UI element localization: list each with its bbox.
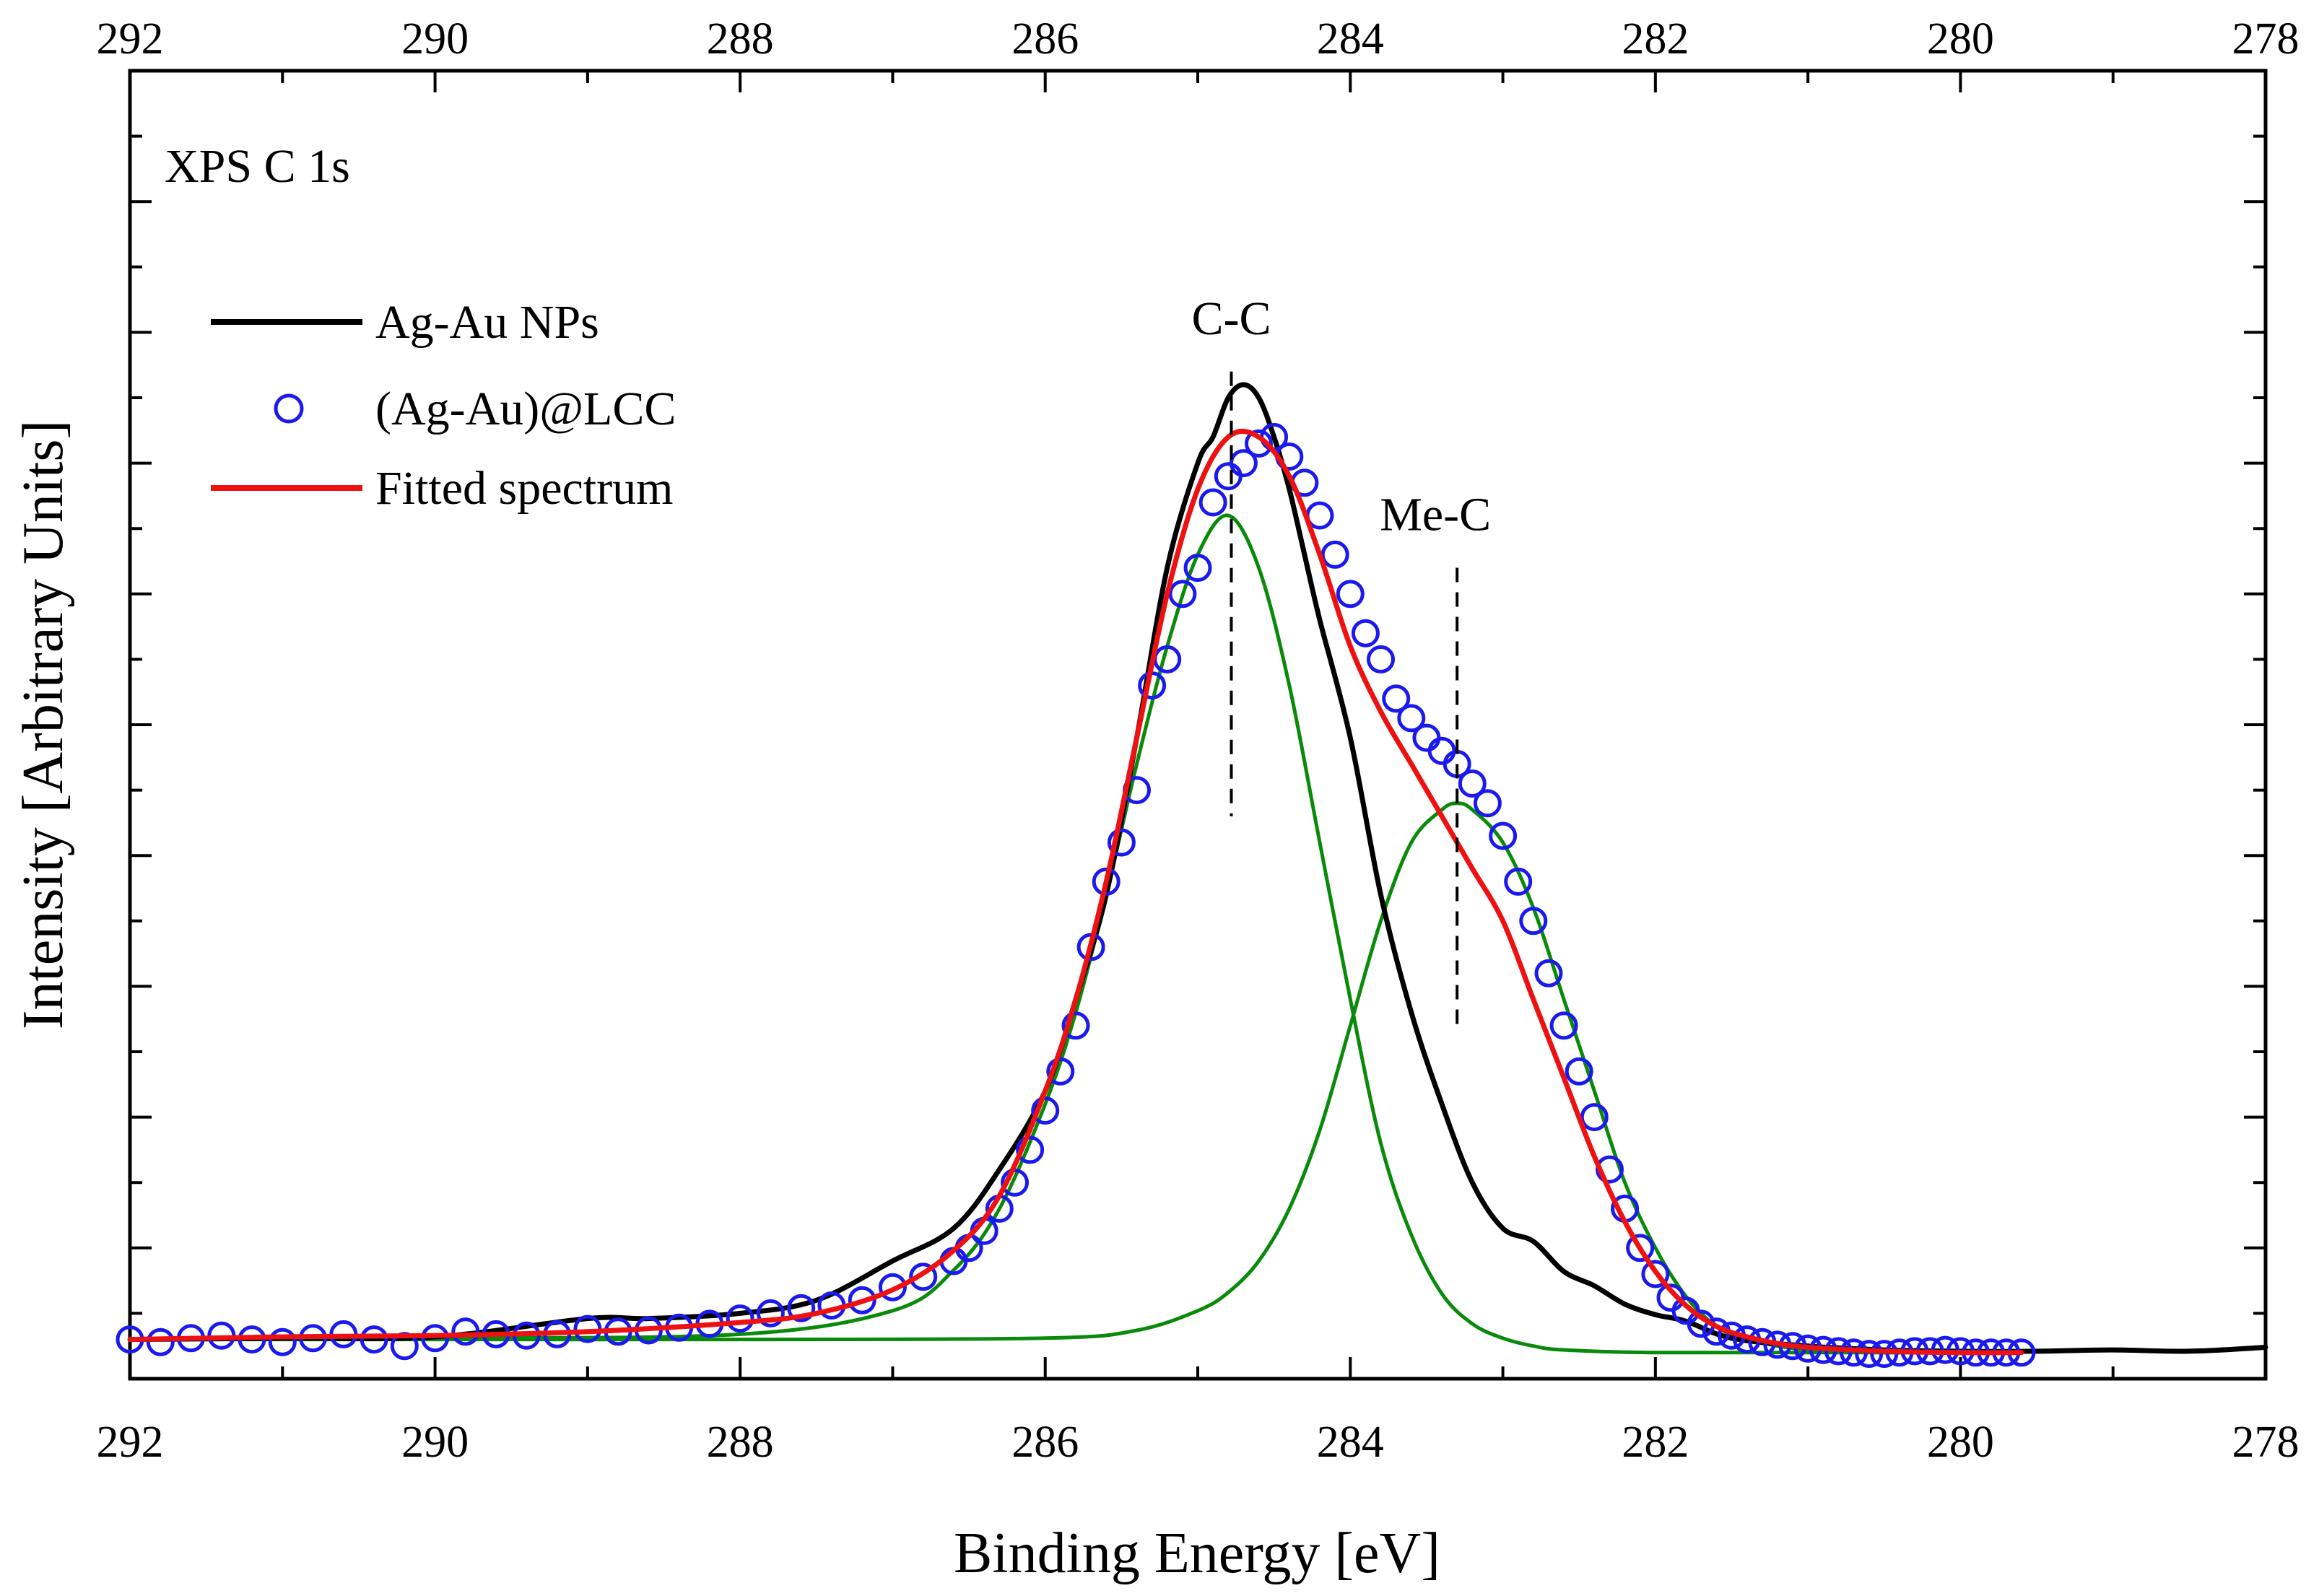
top-x-tick-label: 292 [97,14,164,64]
data-point-ag-au-lcc [1534,959,1563,987]
data-point-ag-au-lcc [756,1299,785,1327]
data-point-ag-au-lcc [1168,580,1197,609]
data-point-ag-au-lcc [848,1286,876,1314]
data-point-ag-au-lcc [1321,540,1349,569]
data-point-ag-au-lcc [1519,907,1548,936]
top-x-tick-label: 282 [1622,14,1689,64]
series-line-component_mec [128,801,2024,1355]
data-point-ag-au-lcc [1107,828,1136,857]
data-point-ag-au-lcc [1397,704,1426,733]
top-x-tick-label: 288 [707,14,774,64]
x-tick-label: 278 [2232,1418,2300,1467]
data-point-ag-au-lcc [451,1317,480,1346]
top-x-tick-label: 286 [1011,14,1079,64]
data-point-ag-au-lcc [1016,1135,1045,1164]
data-point-ag-au-lcc [1549,1011,1578,1040]
data-point-ag-au-lcc [1061,1011,1090,1040]
data-point-ag-au-lcc [878,1273,907,1301]
series-line-ag_au_nps [127,382,2268,1354]
plot-frame [128,69,2268,1381]
data-point-ag-au-lcc [1580,1103,1609,1132]
top-x-tick-label: 280 [1927,14,1994,64]
x-tick-label: 288 [707,1418,774,1467]
data-point-ag-au-lcc [787,1294,816,1322]
data-point-ag-au-lcc [909,1263,938,1291]
series-markers [116,422,2036,1369]
data-point-ag-au-lcc [1427,736,1456,765]
x-tick-label: 282 [1622,1418,1689,1467]
data-point-ag-au-lcc [1641,1260,1670,1288]
data-point-ag-au-lcc [146,1327,175,1356]
annotation-label: C-C [1191,292,1271,345]
series-lines [127,382,2268,1355]
annotation-label: Me-C [1380,489,1491,541]
data-point-ag-au-lcc [1031,1096,1060,1125]
data-point-ag-au-lcc [268,1327,297,1356]
data-point-ag-au-lcc [1367,645,1395,673]
x-tick-label: 292 [97,1418,164,1467]
peak-annotations: C-C Me-C [1191,292,1491,1026]
series-line-component_cc [128,513,2024,1355]
data-point-ag-au-lcc [1565,1057,1593,1086]
y-axis-title: Intensity [Arbitrary Units] [12,420,75,1029]
data-point-ag-au-lcc [1245,429,1273,458]
data-point-ag-au-lcc [1198,488,1227,517]
data-point-ag-au-lcc [726,1304,754,1333]
data-point-ag-au-lcc [360,1325,388,1354]
data-point-ag-au-lcc [1229,449,1258,478]
data-point-ag-au-lcc [1473,789,1502,818]
top-x-tick-label: 284 [1317,14,1384,64]
legend-label: Fitted spectrum [375,462,673,515]
top-x-tick-label: 290 [401,14,469,64]
data-point-ag-au-lcc [1626,1234,1655,1263]
data-point-ag-au-lcc [1046,1057,1075,1086]
x-tick-label: 284 [1317,1418,1384,1467]
data-point-ag-au-lcc [1351,619,1380,647]
data-point-ag-au-lcc [1214,462,1243,491]
legend-label: Ag-Au NPs [375,296,599,349]
data-point-ag-au-lcc [1458,769,1487,798]
legend-marker-ag_au_lcc [274,393,304,424]
x-tick-label: 280 [1927,1418,1994,1467]
top-x-tick-label: 278 [2232,14,2300,64]
data-point-ag-au-lcc [1092,867,1121,896]
legend-label: (Ag-Au)@LCC [375,383,676,435]
data-point-ag-au-lcc [1183,554,1212,583]
x-tick-label: 286 [1011,1418,1079,1467]
x-axis-title: Binding Energy [eV] [954,1522,1440,1585]
data-point-ag-au-lcc [1382,684,1411,713]
data-point-ag-au-lcc [1412,723,1441,752]
data-point-ag-au-lcc [1855,1340,1884,1369]
data-point-ag-au-lcc [1489,821,1518,850]
panel-title: XPS C 1s [165,140,350,193]
x-tick-label: 290 [401,1418,469,1467]
series-line-fitted [127,428,2024,1356]
data-point-ag-au-lcc [1504,867,1533,896]
axis-ticks: 292 292 290 290 288 288 286 286 284 284 282 282 280 2… [97,14,2300,1467]
data-point-ag-au-lcc [1336,580,1365,609]
legend: Ag-Au NPs (Ag-Au)@LCC Fitted spectrum [211,296,676,515]
